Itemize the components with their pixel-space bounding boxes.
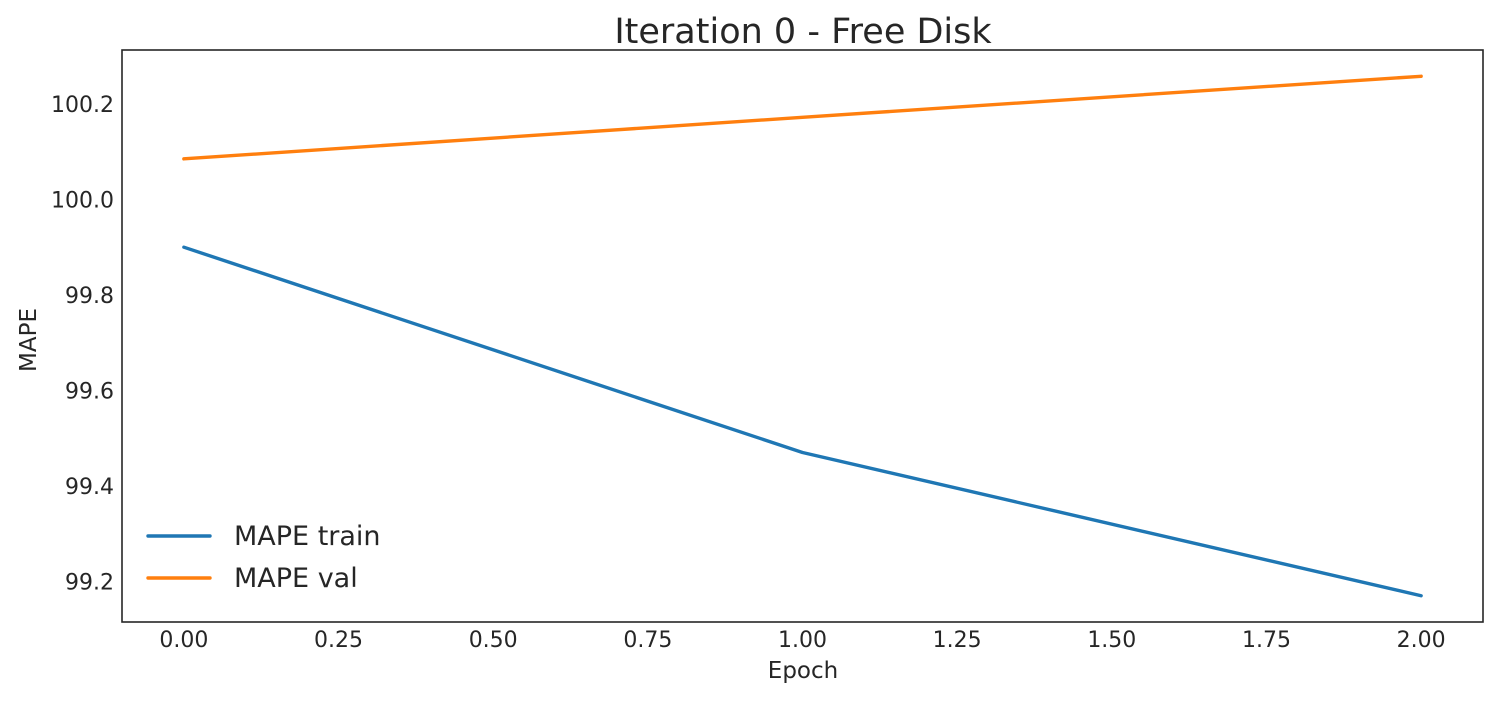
- y-axis-label: MAPE: [16, 308, 42, 372]
- x-axis-label: Epoch: [768, 658, 838, 684]
- x-tick-label: 0.25: [314, 628, 363, 653]
- y-tick-label: 100.2: [51, 93, 114, 118]
- legend-label: MAPE train: [234, 521, 381, 552]
- y-tick-label: 99.8: [65, 284, 114, 309]
- y-tick-label: 99.4: [65, 475, 114, 500]
- x-tick-label: 1.25: [933, 628, 982, 653]
- legend: MAPE train MAPE val: [146, 521, 381, 594]
- x-tick-label: 1.00: [778, 628, 827, 653]
- plot-area: 0.00 0.25 0.50 0.75 1.00 1.25 1.50 1.75 2.00 99.2…: [51, 49, 1484, 653]
- y-tick-label: 100.0: [51, 188, 114, 213]
- x-tick-label: 2.00: [1397, 628, 1446, 653]
- plot-frame: [121, 49, 1484, 623]
- y-tick-label: 99.2: [65, 570, 114, 595]
- x-tick-label: 0.75: [623, 628, 672, 653]
- legend-label: MAPE val: [234, 563, 358, 594]
- chart-title: Iteration 0 - Free Disk: [614, 12, 992, 52]
- y-tick-label: 99.6: [65, 379, 114, 404]
- x-tick-label: 0.00: [159, 628, 208, 653]
- x-tick-label: 0.50: [469, 628, 518, 653]
- series-line-mape-train: [182, 245, 1423, 598]
- series-line-mape-val: [182, 74, 1423, 161]
- x-tick-label: 1.50: [1087, 628, 1136, 653]
- x-tick-label: 1.75: [1242, 628, 1291, 653]
